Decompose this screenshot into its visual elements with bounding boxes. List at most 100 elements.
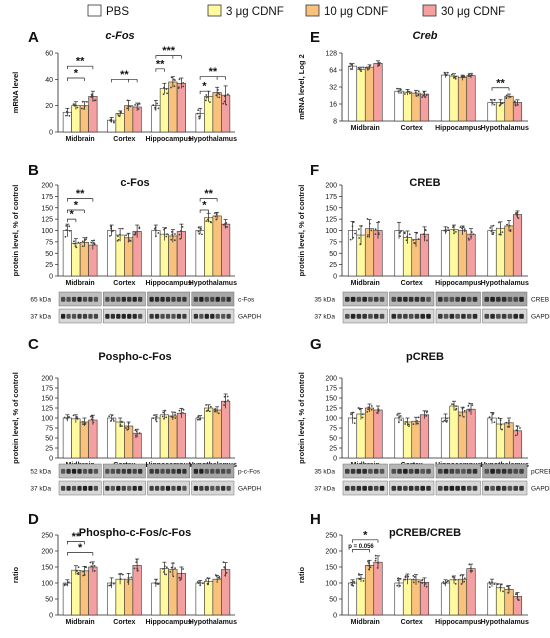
blot-band bbox=[149, 468, 154, 474]
data-point bbox=[110, 225, 112, 228]
data-point bbox=[470, 231, 473, 233]
bar bbox=[88, 244, 98, 277]
x-tick-label: Hippocampus bbox=[435, 619, 481, 626]
data-point bbox=[119, 578, 122, 580]
blot-band bbox=[519, 485, 524, 491]
data-point bbox=[462, 415, 465, 418]
data-point bbox=[134, 233, 137, 236]
data-point bbox=[497, 221, 500, 224]
blot-band bbox=[204, 313, 209, 319]
data-point bbox=[85, 566, 88, 569]
blot-band bbox=[149, 313, 154, 319]
y-tick-label: 0 bbox=[333, 613, 337, 620]
data-point bbox=[443, 582, 446, 585]
bar bbox=[62, 417, 72, 459]
data-point bbox=[454, 578, 457, 581]
blot-band bbox=[193, 296, 199, 302]
data-point bbox=[112, 418, 115, 421]
y-tick-label: 50 bbox=[329, 436, 337, 443]
blot-band bbox=[414, 485, 420, 491]
data-point bbox=[515, 212, 518, 214]
data-point bbox=[507, 425, 509, 428]
data-point bbox=[224, 222, 227, 225]
data-point bbox=[137, 108, 140, 110]
data-point bbox=[111, 414, 114, 417]
blot-band bbox=[519, 296, 524, 302]
data-point bbox=[174, 411, 177, 414]
data-point bbox=[412, 581, 415, 584]
bar bbox=[151, 230, 161, 277]
panel-E: E Creb mRNA level, Log 2 8 16 32 64 128 Midbrain… bbox=[297, 29, 529, 132]
data-point bbox=[408, 425, 410, 427]
blot-kda-label: 37 kDa bbox=[30, 486, 51, 493]
data-point bbox=[86, 100, 88, 103]
data-point bbox=[442, 581, 445, 583]
data-point bbox=[489, 98, 492, 101]
data-point bbox=[214, 574, 217, 576]
data-point bbox=[63, 583, 66, 586]
data-point bbox=[412, 423, 415, 426]
data-point bbox=[404, 578, 406, 581]
data-point bbox=[360, 70, 362, 73]
data-point bbox=[68, 115, 71, 117]
data-point bbox=[224, 95, 226, 98]
data-point bbox=[423, 91, 425, 94]
y-axis-label: protein level, % of control bbox=[297, 185, 306, 277]
bar bbox=[195, 417, 205, 459]
blot-band bbox=[455, 296, 460, 302]
data-point bbox=[223, 100, 226, 103]
data-point bbox=[215, 213, 218, 216]
blot-band bbox=[420, 296, 426, 302]
data-point bbox=[174, 414, 176, 416]
blot-band bbox=[116, 468, 121, 474]
significance-label: p = 0.056 bbox=[348, 544, 374, 550]
data-point bbox=[92, 242, 95, 244]
blot-band bbox=[362, 468, 367, 474]
data-point bbox=[121, 573, 124, 576]
blot-band bbox=[438, 468, 443, 474]
data-point bbox=[366, 410, 369, 413]
blot-band bbox=[496, 485, 501, 491]
data-point bbox=[378, 233, 380, 236]
y-tick-label: 175 bbox=[41, 194, 53, 201]
data-point bbox=[415, 232, 418, 234]
data-point bbox=[155, 418, 157, 421]
blot-band bbox=[408, 313, 414, 319]
data-point bbox=[463, 580, 465, 583]
blot-kda-label: 35 kDa bbox=[314, 469, 335, 476]
data-point bbox=[491, 413, 494, 416]
data-point bbox=[134, 103, 137, 106]
data-point bbox=[223, 401, 226, 403]
bar bbox=[457, 230, 468, 277]
blot-band bbox=[426, 296, 431, 302]
data-point bbox=[174, 239, 176, 242]
blot-band bbox=[71, 313, 77, 319]
data-point bbox=[452, 575, 455, 578]
blot-kda-label: 37 kDa bbox=[314, 486, 335, 493]
blot-band bbox=[226, 296, 231, 302]
data-point bbox=[120, 111, 122, 114]
data-point bbox=[164, 409, 166, 412]
y-tick-label: 150 bbox=[41, 565, 53, 572]
data-point bbox=[412, 574, 415, 577]
blot-band bbox=[88, 468, 93, 474]
data-point bbox=[217, 92, 220, 94]
data-point bbox=[367, 234, 369, 236]
data-point bbox=[110, 230, 113, 233]
blot-band bbox=[221, 313, 226, 319]
data-point bbox=[127, 422, 130, 425]
significance-label: ** bbox=[76, 56, 85, 68]
data-point bbox=[378, 62, 381, 65]
data-point bbox=[462, 406, 465, 409]
blot-band bbox=[443, 485, 449, 491]
panel-title: pCREB/CREB bbox=[389, 527, 461, 539]
bar bbox=[195, 582, 205, 616]
data-point bbox=[352, 411, 355, 414]
blot-band bbox=[171, 468, 176, 474]
blot-band bbox=[420, 485, 426, 491]
data-point bbox=[82, 570, 84, 573]
data-point bbox=[90, 93, 93, 96]
data-point bbox=[222, 102, 225, 105]
blot-band bbox=[414, 468, 420, 474]
data-point bbox=[397, 90, 400, 93]
